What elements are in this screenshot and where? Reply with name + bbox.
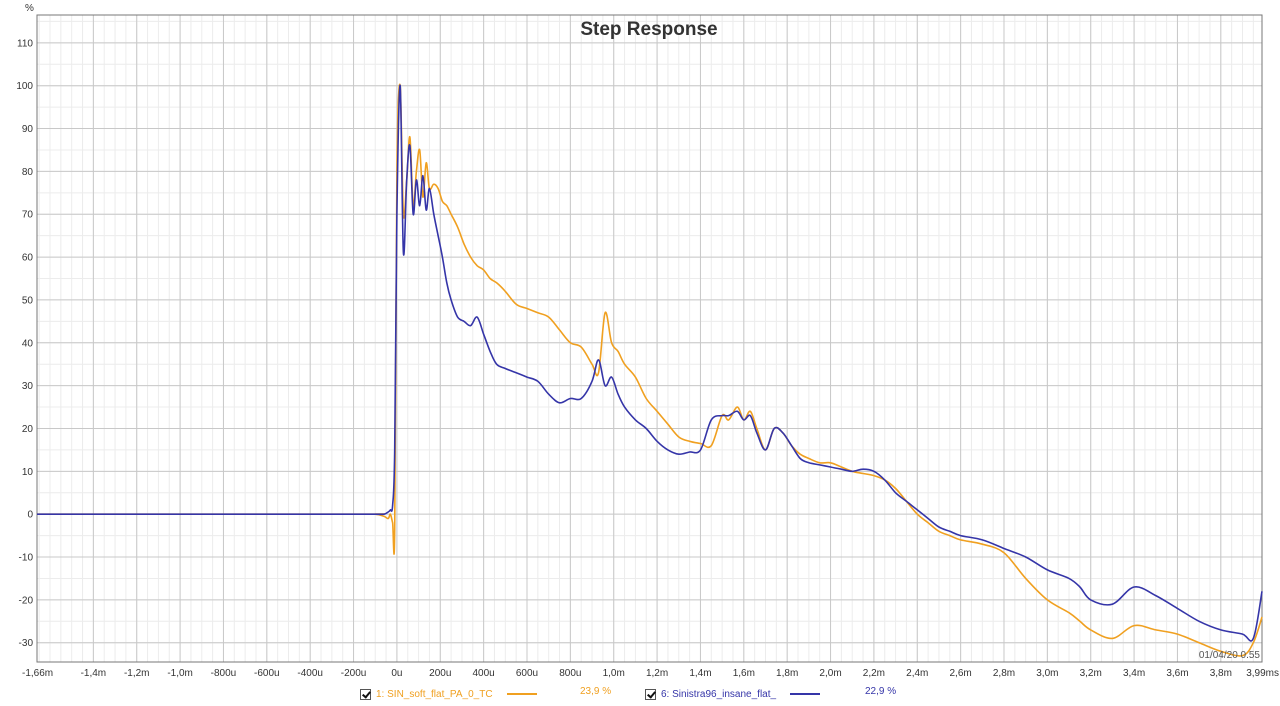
legend: 1: SIN_soft_flat_PA_0_TC 23,9 % 6: Sinis… bbox=[0, 683, 1280, 705]
series-lines bbox=[37, 83, 1263, 657]
x-tick-label: 0u bbox=[391, 668, 402, 679]
legend-checkbox-series-6[interactable] bbox=[645, 688, 656, 700]
y-tick-label: 90 bbox=[22, 124, 34, 135]
x-tick-label: -1,66m bbox=[22, 668, 53, 679]
y-tick-label: 10 bbox=[22, 467, 34, 478]
legend-percent-series-1: 23,9 % bbox=[580, 686, 612, 697]
x-tick-label: 3,6m bbox=[1166, 668, 1188, 679]
grid bbox=[36, 15, 1263, 662]
x-tick-label: -1,2m bbox=[124, 668, 150, 679]
x-tick-label: -400u bbox=[297, 668, 323, 679]
x-tick-label: 200u bbox=[429, 668, 451, 679]
y-axis-unit: % bbox=[25, 3, 34, 14]
legend-swatch-series-1 bbox=[506, 693, 537, 695]
series-line-1 bbox=[37, 83, 1263, 657]
x-tick-label: 1,0m bbox=[603, 668, 625, 679]
x-tick-label: 800u bbox=[559, 668, 581, 679]
x-tick-label: 3,8m bbox=[1210, 668, 1232, 679]
y-tick-label: 30 bbox=[22, 381, 34, 392]
plot-frame bbox=[36, 14, 1263, 663]
x-tick-label: 600u bbox=[516, 668, 538, 679]
x-tick-label: 2,6m bbox=[950, 668, 972, 679]
legend-label-series-6: 6: Sinistra96_insane_flat_ bbox=[661, 688, 777, 700]
legend-label-series-1: 1: SIN_soft_flat_PA_0_TC bbox=[376, 688, 493, 700]
y-tick-label: 80 bbox=[22, 167, 34, 178]
x-tick-label: -1,0m bbox=[167, 668, 193, 679]
x-tick-label: 2,4m bbox=[906, 668, 928, 679]
x-tick-label: 2,2m bbox=[863, 668, 885, 679]
chart-title: Step Response bbox=[580, 19, 717, 40]
y-tick-label: 70 bbox=[22, 210, 34, 221]
x-tick-label: -200u bbox=[341, 668, 367, 679]
legend-percent-series-6: 22,9 % bbox=[865, 686, 897, 697]
x-tick-label: 1,2m bbox=[646, 668, 668, 679]
legend-item-series-6[interactable]: 6: Sinistra96_insane_flat_ bbox=[645, 686, 821, 702]
x-tick-label: 3,0m bbox=[1036, 668, 1058, 679]
x-tick-label: 400u bbox=[473, 668, 495, 679]
y-tick-label: 40 bbox=[22, 338, 34, 349]
y-tick-label: 100 bbox=[16, 81, 33, 92]
y-tick-label: 20 bbox=[22, 424, 34, 435]
y-tick-label: 50 bbox=[22, 295, 34, 306]
x-tick-label: 2,0m bbox=[819, 668, 841, 679]
x-tick-label: 1,4m bbox=[689, 668, 711, 679]
y-tick-label: -10 bbox=[19, 553, 34, 564]
x-tick-label: -1,4m bbox=[81, 668, 107, 679]
y-tick-label: -30 bbox=[19, 638, 34, 649]
x-tick-label: -800u bbox=[211, 668, 237, 679]
x-axis-ticks: -1,66m -1,4m -1,2m -1,0m -800u -600u -400u -200… bbox=[22, 668, 1279, 679]
x-tick-label: 3,2m bbox=[1080, 668, 1102, 679]
legend-item-series-1[interactable]: 1: SIN_soft_flat_PA_0_TC bbox=[360, 686, 537, 702]
y-tick-label: 60 bbox=[22, 253, 34, 264]
series-line-2 bbox=[37, 84, 1263, 642]
x-tick-label: 3,99ms bbox=[1246, 668, 1279, 679]
x-tick-label: 2,8m bbox=[993, 668, 1015, 679]
x-tick-label: -600u bbox=[254, 668, 280, 679]
y-tick-label: 110 bbox=[17, 38, 33, 49]
legend-checkbox-series-1[interactable] bbox=[360, 688, 371, 700]
y-tick-label: 0 bbox=[27, 510, 33, 521]
x-tick-label: 1,6m bbox=[733, 668, 755, 679]
x-tick-label: 3,4m bbox=[1123, 668, 1145, 679]
y-tick-label: -20 bbox=[19, 595, 34, 606]
legend-swatch-series-6 bbox=[790, 693, 821, 695]
timestamp-label: 01/04/20 0.55 bbox=[1199, 650, 1261, 661]
x-tick-label: 1,8m bbox=[776, 668, 798, 679]
